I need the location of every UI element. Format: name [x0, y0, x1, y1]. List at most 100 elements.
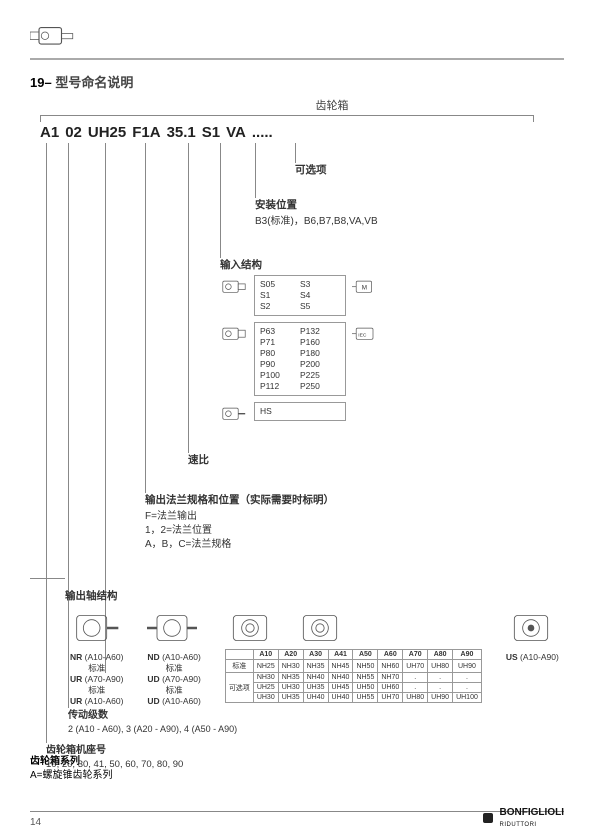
ur-name2: UR	[70, 696, 82, 706]
flange-l2: 1，2=法兰位置	[145, 524, 334, 538]
hs-box: HS	[254, 402, 346, 421]
stages-detail: 2 (A10 - A60), 3 (A20 - A90), 4 (A50 - A…	[68, 723, 237, 737]
brand-logo-icon	[483, 812, 496, 823]
config-row-p: P63P132 P71P160 P80P180 P90P200 P100P225…	[220, 322, 550, 396]
p-c1-0: P63	[260, 326, 300, 337]
st-ropt: 可选项	[225, 673, 253, 703]
r4-2: UH40	[303, 693, 328, 703]
shaft-nr: NR (A10-A60) 标准 UR (A70-A90) 标准 UR (A10-…	[70, 607, 123, 707]
section-title-text: 型号命名说明	[55, 75, 133, 90]
section-title: 19– 型号命名说明	[30, 72, 564, 91]
ud-name: UD	[147, 674, 159, 684]
ur-note2: 标准	[70, 685, 123, 696]
flange-l3: A，B，C=法兰规格	[145, 538, 334, 552]
p-c2-0: P132	[300, 326, 340, 337]
code-p3: UH25	[88, 124, 126, 141]
p-c1-3: P90	[260, 359, 300, 370]
r3-6: .	[403, 683, 428, 693]
r1-7: UH80	[428, 660, 453, 673]
r4-0: UH30	[253, 693, 278, 703]
r2-1: NH35	[278, 673, 303, 683]
r1-8: UH90	[453, 660, 482, 673]
r1-1: NH30	[278, 660, 303, 673]
vline-p6	[220, 143, 221, 258]
config-row-hs: HS	[220, 402, 550, 424]
p-c2-1: P160	[300, 337, 340, 348]
shaft-icon-nr	[70, 607, 120, 649]
shaft-icon-nd	[147, 607, 197, 649]
ud-range: (A70-A90)	[162, 674, 201, 684]
r4-1: UH35	[278, 693, 303, 703]
motor-icon-hs	[220, 402, 248, 424]
label-flange: 输出法兰规格和位置（实际需要时标明） F=法兰输出 1，2=法兰位置 A，B，C…	[145, 493, 334, 552]
r3-7: .	[428, 683, 453, 693]
output-shaft-head: 输出轴结构	[65, 588, 564, 603]
designation-diagram: 可选项 安装位置 B3(标准)，B6,B7,B8,VA,VB 输入结构 S05S…	[30, 143, 564, 763]
s-c1-1: S1	[260, 290, 300, 301]
st-c1: A20	[278, 650, 303, 660]
r4-6: UH80	[403, 693, 428, 703]
shaft-labels-us: US (A10-A90)	[506, 652, 559, 663]
hs-label: HS	[260, 406, 340, 417]
s-c1-0: S05	[260, 279, 300, 290]
motor-icon-s	[220, 275, 248, 297]
vline-p5	[188, 143, 189, 453]
nd-name: ND	[147, 652, 159, 662]
footer-brand: BONFIGLIOLI RIDUTTORI	[483, 807, 564, 828]
ratio-head: 速比	[188, 453, 209, 468]
r2-4: NH55	[353, 673, 378, 683]
r4-4: UH55	[353, 693, 378, 703]
input-config-head: 输入结构	[220, 258, 550, 273]
r2-7: .	[428, 673, 453, 683]
shaft-icon-h2	[295, 607, 345, 649]
r2-8: .	[453, 673, 482, 683]
shaft-size-table: A10 A20 A30 A41 A50 A60 A70 A80 A90 标准 N…	[225, 649, 482, 703]
ur-range: (A70-A90)	[85, 674, 124, 684]
s-c2-0: S3	[300, 279, 340, 290]
vline-p2	[68, 143, 69, 708]
flange-head: 输出法兰规格和位置（实际需要时标明）	[145, 493, 334, 508]
shaft-nd: ND (A10-A60) 标准 UD (A70-A90) 标准 UD (A10-…	[147, 607, 200, 707]
r1-5: NH60	[378, 660, 403, 673]
r4-8: UH100	[453, 693, 482, 703]
label-mount-position: 安装位置 B3(标准)，B6,B7,B8,VA,VB	[255, 198, 378, 229]
code-p5: 35.1	[167, 124, 196, 141]
shaft-hollow: A10 A20 A30 A41 A50 A60 A70 A80 A90 标准 N…	[225, 607, 482, 703]
nr-range: (A10-A60)	[85, 652, 124, 662]
output-shaft-section: 输出轴结构 NR (A10-A60) 标准 UR (A70-A90) 标准 UR…	[70, 588, 564, 707]
vline-p1	[46, 143, 47, 743]
label-ratio: 速比	[188, 453, 209, 470]
shaft-labels-nr: NR (A10-A60) 标准 UR (A70-A90) 标准 UR (A10-…	[70, 652, 123, 707]
nd-note: 标准	[147, 663, 200, 674]
code-p4: F1A	[132, 124, 160, 141]
nr-name: NR	[70, 652, 82, 662]
section-number: 19–	[30, 75, 52, 90]
vline-p4	[145, 143, 146, 493]
r2-0: NH30	[253, 673, 278, 683]
label-frame: 齿轮箱机座号 10, 20, 30, 41, 50, 60, 70, 80, 9…	[46, 743, 183, 772]
st-c0: A10	[253, 650, 278, 660]
shaft-labels-nd: ND (A10-A60) 标准 UD (A70-A90) 标准 UD (A10-…	[147, 652, 200, 707]
nr-note: 标准	[70, 663, 123, 674]
p-c2-4: P225	[300, 370, 340, 381]
st-c6: A70	[403, 650, 428, 660]
header-gearbox-icon	[30, 20, 75, 50]
st-c4: A50	[353, 650, 378, 660]
designation-code-row: A1 02 UH25 F1A 35.1 S1 VA .....	[30, 122, 564, 143]
st-rstd: 标准	[225, 660, 253, 673]
ud-range2: (A10-A60)	[162, 696, 201, 706]
shaft-variants-row: NR (A10-A60) 标准 UR (A70-A90) 标准 UR (A10-…	[70, 607, 564, 707]
us-range: (A10-A90)	[520, 652, 559, 662]
vline-p8	[295, 143, 296, 163]
code-p2: 02	[65, 124, 82, 141]
r2-2: NH40	[303, 673, 328, 683]
shaft-icon-us	[506, 607, 556, 649]
r2-5: NH70	[378, 673, 403, 683]
p-c2-5: P250	[300, 381, 340, 392]
config-row-s: S05S3 S1S4 S2S5 M	[220, 275, 550, 316]
frame-head: 齿轮箱机座号	[46, 743, 183, 758]
ud-name2: UD	[147, 696, 159, 706]
s-c2-1: S4	[300, 290, 340, 301]
brand-sub: RIDUTTORI	[500, 822, 537, 828]
r3-0: UH25	[253, 683, 278, 693]
